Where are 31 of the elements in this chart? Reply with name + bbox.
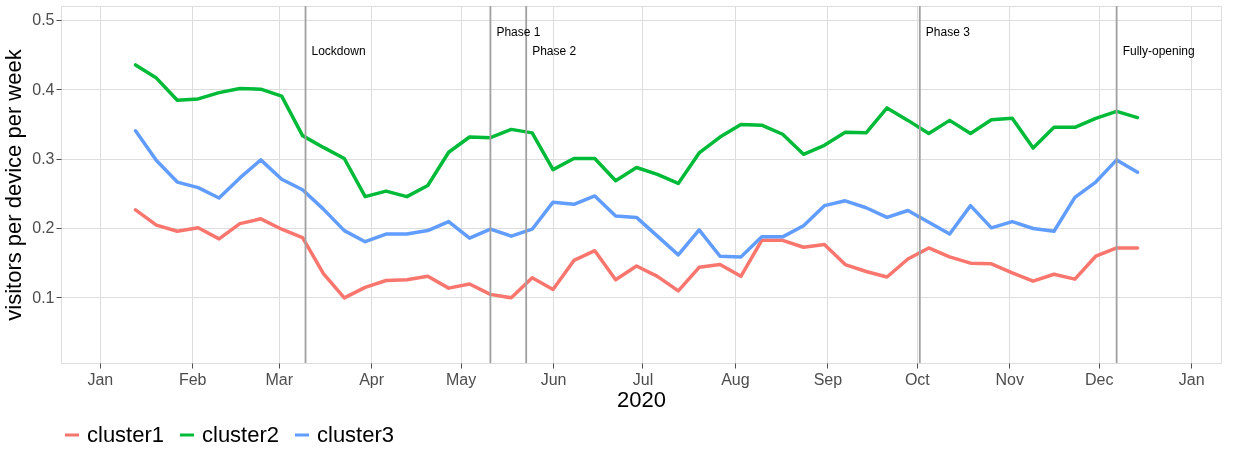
x-tick-label: Apr xyxy=(359,370,385,388)
y-tick-label: 0.1 xyxy=(32,288,55,306)
x-tick-label: Jan xyxy=(87,370,114,388)
y-axis-title: visitors per device per week xyxy=(1,48,27,321)
ref-line-label: Phase 1 xyxy=(496,25,541,39)
ref-line-label: Phase 3 xyxy=(925,25,971,39)
y-tick-label: 0.3 xyxy=(32,150,55,167)
x-tick-label: Sep xyxy=(813,370,843,388)
ref-line-label: Phase 2 xyxy=(532,44,577,58)
x-axis-title: 2020 xyxy=(617,386,666,412)
y-tick-label: 0.4 xyxy=(32,80,55,98)
legend-label: cluster2 xyxy=(202,422,280,447)
legend-label: cluster1 xyxy=(87,422,165,447)
x-tick-label: Jul xyxy=(632,370,654,388)
x-tick-label: Jun xyxy=(540,370,567,388)
ref-line-label: Lockdown xyxy=(311,44,366,58)
x-tick-label: Feb xyxy=(178,370,207,388)
x-tick-label: Nov xyxy=(995,370,1024,388)
line-series xyxy=(133,208,1140,300)
ref-line-label: Fully-opening xyxy=(1122,44,1195,58)
y-tick-label: 0.5 xyxy=(32,11,55,29)
x-tick-label: May xyxy=(445,370,477,388)
x-tick-label: Jan xyxy=(1178,370,1205,388)
x-tick-label: Aug xyxy=(721,370,750,388)
legend-label: cluster3 xyxy=(317,422,395,447)
x-tick-label: Mar xyxy=(265,370,294,388)
x-tick-label: Dec xyxy=(1085,370,1114,388)
y-tick-label: 0.2 xyxy=(32,219,55,237)
x-tick-label: Oct xyxy=(904,370,931,388)
line-series xyxy=(133,63,1140,199)
line-series xyxy=(133,129,1140,259)
